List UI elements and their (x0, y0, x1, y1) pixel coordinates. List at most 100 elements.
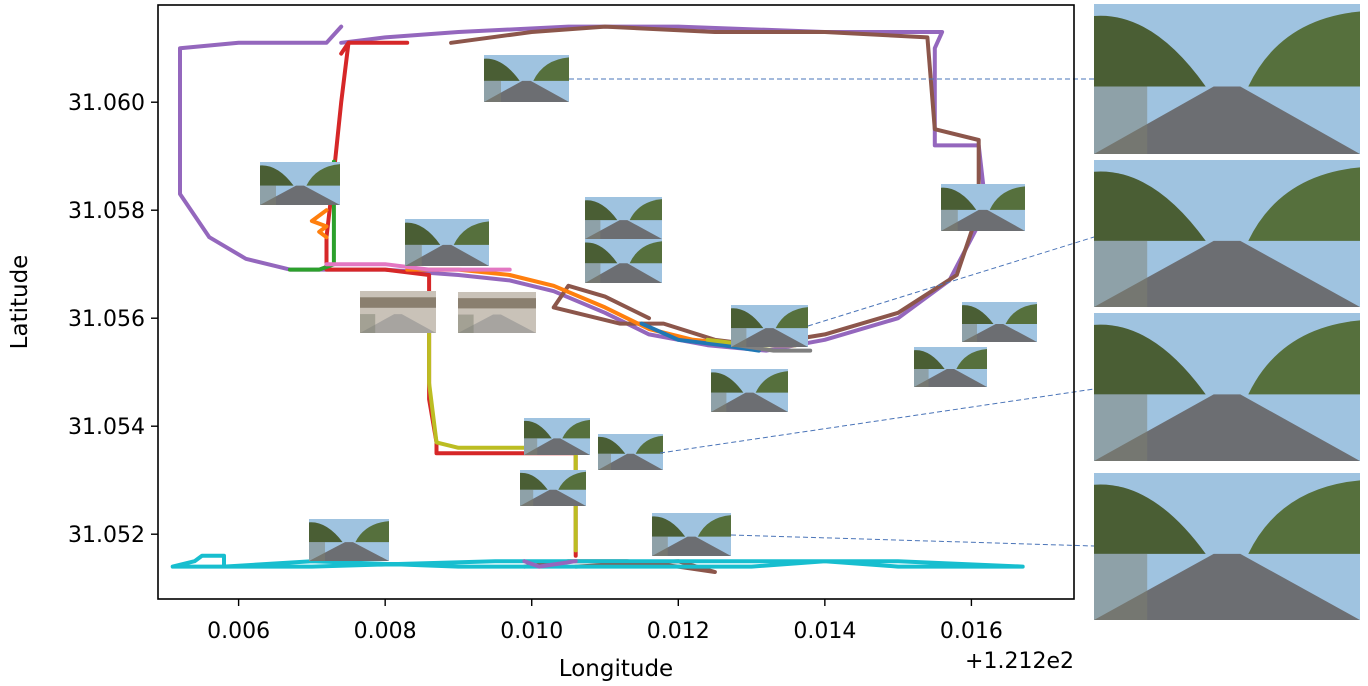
thumb-trees-right (562, 419, 590, 439)
thumb-road (360, 314, 436, 333)
thumb-trees-left (914, 350, 945, 369)
thumb-roadside (1094, 394, 1148, 461)
x-tick-label: 0.006 (207, 619, 270, 644)
y-tick-label: 31.052 (68, 523, 145, 548)
thumb-trees-right (989, 186, 1025, 210)
thumb-roadside (914, 369, 929, 387)
thumb-trees-right (629, 199, 662, 221)
camera-thumbnail (914, 347, 987, 387)
y-axis-label: Latitude (7, 255, 33, 350)
thumb-trees-left (405, 222, 441, 245)
thumb-road (652, 536, 731, 556)
x-axis-offset-label: +1.212e2 (965, 649, 1074, 674)
thumb-trees-right (453, 221, 489, 245)
thumb-trees-left (309, 522, 343, 543)
thumb-road (309, 542, 389, 561)
x-axis-ticks: 0.006 0.008 0.010 0.012 0.014 0.016 (207, 599, 1003, 644)
thumb-trees-right (1248, 320, 1360, 395)
thumb-road (585, 220, 662, 239)
camera-thumbnail (484, 55, 569, 102)
thumb-trees-right (629, 241, 662, 264)
thumb-road (731, 328, 808, 347)
thumb-trees-right (635, 435, 663, 454)
thumb-road (484, 80, 569, 102)
thumb-roadside (1094, 240, 1148, 307)
thumb-road (524, 438, 590, 455)
thumb-roadside (484, 80, 501, 102)
thumb-trees-left (1094, 171, 1206, 241)
thumb-trees-left (585, 242, 618, 264)
thumb-bushes (360, 297, 436, 308)
side-camera-frame (1094, 4, 1360, 154)
leader-lines (569, 78, 1095, 547)
thumb-road (520, 489, 586, 506)
thumb-road (1094, 86, 1360, 154)
x-tick-label: 0.008 (354, 619, 417, 644)
thumb-trees-right (355, 521, 389, 543)
thumb-trees-left (1094, 324, 1206, 395)
thumb-road (941, 209, 1025, 231)
thumb-trees-right (1248, 11, 1360, 87)
x-axis-label: Longitude (559, 656, 673, 682)
y-axis-ticks: 31.052 31.054 31.056 31.058 31.060 (68, 91, 158, 548)
thumb-roadside (524, 438, 538, 455)
thumb-trees-left (1094, 15, 1206, 87)
thumb-roadside (309, 542, 325, 561)
camera-thumbnail (524, 418, 590, 455)
y-tick-label: 31.056 (68, 307, 145, 332)
thumb-trees-right (956, 349, 987, 369)
thumb-road (914, 369, 987, 387)
thumb-trees-right (1005, 304, 1037, 324)
thumb-road (711, 392, 788, 412)
thumb-roadside (962, 324, 977, 342)
x-tick-label: 0.012 (647, 619, 710, 644)
trajectory-line-1 (449, 24, 981, 348)
camera-thumbnail (585, 239, 662, 283)
thumb-trees-right (755, 371, 788, 393)
thumb-road (598, 453, 663, 470)
side-camera-frame (1094, 160, 1360, 307)
thumb-trees-left (941, 187, 977, 210)
thumb-bushes (458, 298, 536, 309)
thumb-road (405, 244, 489, 266)
thumb-trees-right (1248, 480, 1360, 554)
thumb-trees-left (484, 58, 520, 81)
camera-thumbnails (260, 55, 1037, 561)
camera-thumbnail (711, 369, 788, 412)
camera-thumbnail (309, 519, 389, 561)
thumb-trees-left (520, 472, 548, 490)
thumb-roadside (941, 209, 958, 231)
thumb-roadside (585, 263, 601, 283)
thumb-trees-left (731, 308, 764, 329)
thumb-roadside (520, 489, 534, 506)
thumb-roadside (260, 185, 276, 205)
thumb-trees-left (598, 436, 626, 454)
thumb-trees-right (558, 471, 586, 490)
thumb-trees-left (652, 516, 686, 537)
thumb-roadside (598, 453, 611, 470)
x-tick-label: 0.010 (500, 619, 563, 644)
camera-thumbnail (360, 291, 436, 333)
trajectory-line-7 (324, 262, 512, 272)
camera-thumbnail (731, 305, 808, 347)
trajectory-line-12 (170, 553, 1025, 569)
thumb-road (585, 263, 662, 283)
thumb-trees-left (260, 165, 294, 186)
thumb-trees-left (1094, 484, 1206, 554)
plot-frame (157, 4, 1075, 600)
thumb-trees-left (524, 420, 552, 439)
camera-thumbnail (941, 184, 1025, 231)
camera-thumbnail (520, 470, 586, 506)
thumb-roadside (1094, 553, 1148, 620)
thumb-road (1094, 240, 1360, 307)
thumb-roadside (405, 244, 422, 266)
camera-thumbnail (962, 302, 1037, 342)
x-tick-label: 0.014 (793, 619, 856, 644)
thumb-roadside (711, 392, 727, 412)
side-camera-frame (1094, 473, 1360, 620)
trajectory-line-5 (309, 208, 329, 240)
thumb-road (1094, 394, 1360, 461)
camera-thumbnail (652, 513, 731, 556)
x-tick-label: 0.016 (940, 619, 1003, 644)
thumb-trees-left (585, 200, 618, 221)
